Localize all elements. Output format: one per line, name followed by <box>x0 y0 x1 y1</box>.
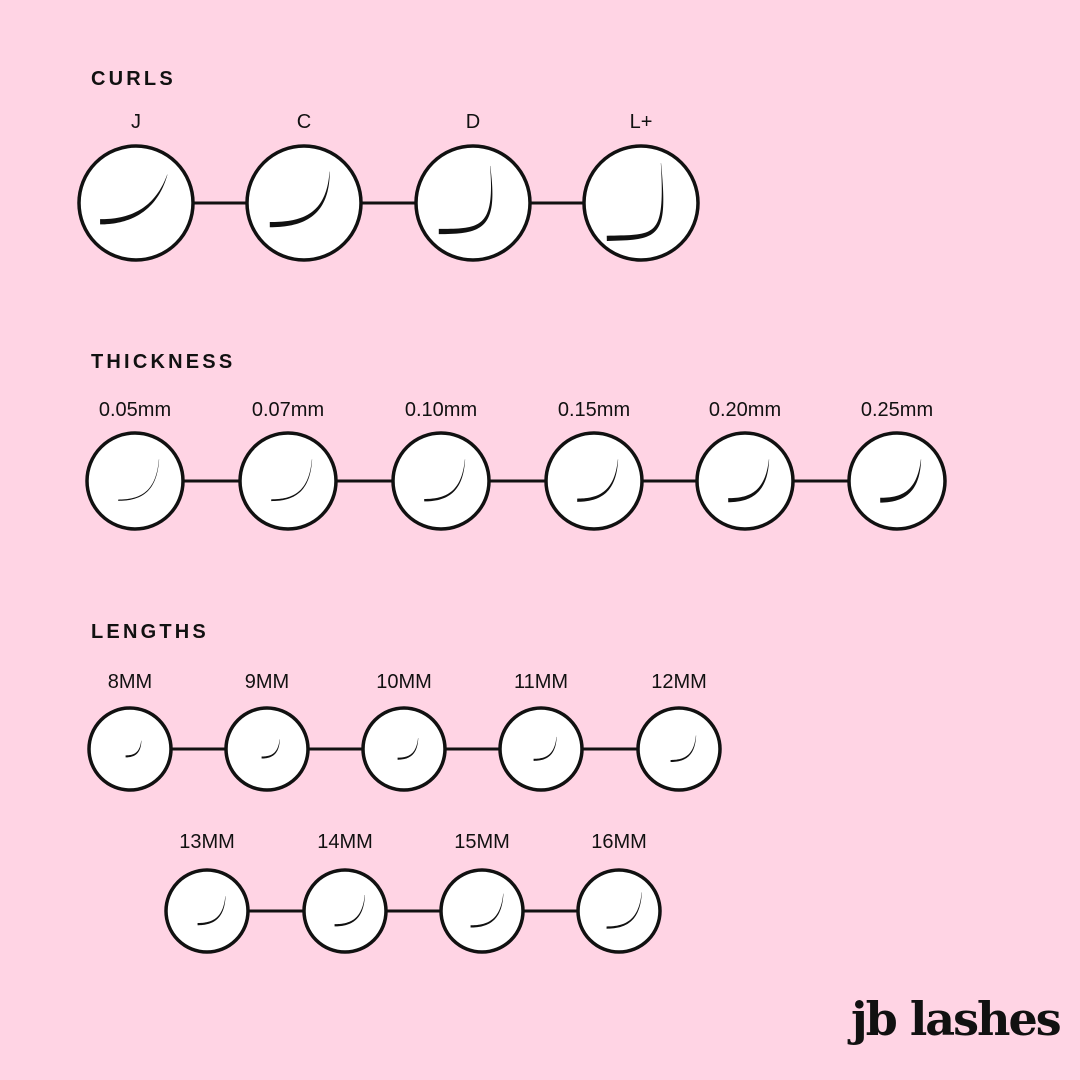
item-label: 0.07mm <box>251 399 325 421</box>
lash-circle <box>361 706 447 792</box>
item-label: 0.25mm <box>860 399 934 421</box>
lash-circle <box>164 868 250 954</box>
item-label: 16MM <box>591 831 647 853</box>
item-label: 15MM <box>454 831 510 853</box>
item-label: C <box>296 111 312 133</box>
lash-circle <box>87 706 173 792</box>
item-label: 0.20mm <box>708 399 782 421</box>
lash-circle <box>224 706 310 792</box>
item-label: 10MM <box>376 671 432 693</box>
lash-circle <box>498 706 584 792</box>
lash-circle <box>85 431 185 531</box>
item-label: 0.10mm <box>404 399 478 421</box>
lash-curve-icon <box>880 459 922 503</box>
lash-circle <box>847 431 947 531</box>
item-label: 0.05mm <box>98 399 172 421</box>
lash-circle <box>439 868 525 954</box>
lash-curve-icon <box>261 739 280 759</box>
item-label: J <box>131 111 141 133</box>
item-label: 0.15mm <box>557 399 631 421</box>
lash-circle <box>636 706 722 792</box>
lash-circle <box>238 431 338 531</box>
item-label: 8MM <box>107 671 153 693</box>
lash-circle <box>391 431 491 531</box>
item-label: 14MM <box>317 831 373 853</box>
item-label: 9MM <box>244 671 290 693</box>
lash-circle <box>302 868 388 954</box>
lash-circle <box>582 144 700 262</box>
lash-curve-icon <box>100 174 168 225</box>
lengths-heading: LENGTHS <box>91 621 209 643</box>
item-label: 11MM <box>513 671 569 693</box>
lash-circle <box>245 144 363 262</box>
lash-curve-icon <box>269 171 330 228</box>
curls-heading: CURLS <box>91 68 176 90</box>
item-label: D <box>465 111 481 133</box>
lash-circle <box>576 868 662 954</box>
lash-circle <box>414 144 532 262</box>
lash-circle <box>544 431 644 531</box>
lash-curve-icon <box>125 740 142 758</box>
item-label: 12MM <box>651 671 707 693</box>
jb-lashes-logo: jb lashes <box>851 992 1062 1046</box>
item-label: 13MM <box>179 831 235 853</box>
item-label: L+ <box>629 111 653 133</box>
lash-circle <box>695 431 795 531</box>
lash-circle <box>77 144 195 262</box>
thickness-heading: THICKNESS <box>91 351 236 373</box>
